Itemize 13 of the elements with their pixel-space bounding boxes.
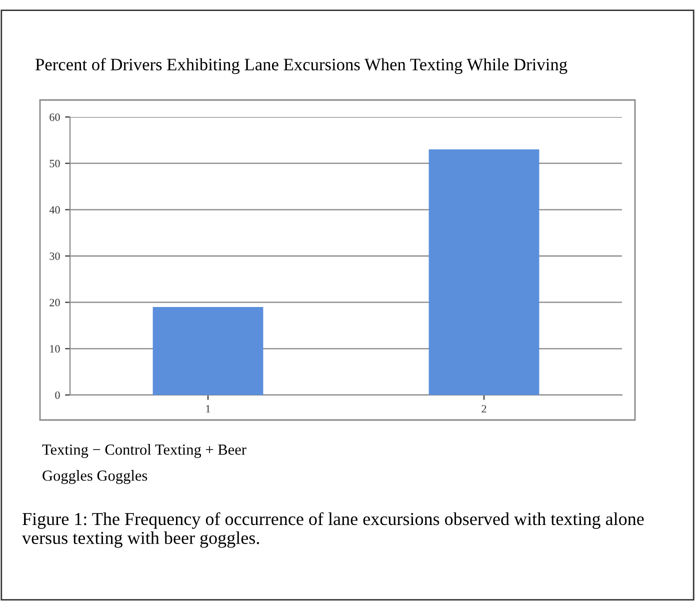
y-tick-label: 40 [49,206,60,214]
y-tick-label: 60 [50,113,60,121]
y-tick-label: 30 [50,252,60,260]
y-tick-label: 10 [50,345,60,353]
text: Texting − Control Texting + Beer [42,444,246,458]
text: Goggles Goggles [42,470,148,484]
x-tick-label: 2 [482,405,486,412]
x-tick-label: 1 [206,405,210,412]
y-tick-label: 0 [55,391,60,399]
chart-title: Percent of Drivers Exhibiting Lane Excursions When Texting While Driving [36,58,568,74]
y-tick-label: 20 [50,298,60,306]
y-tick-label: 50 [50,160,60,168]
caption: Figure 1: The Frequency of occurrence of lane excursions observed with texting alone versus texting with beer goggles. [22,512,644,548]
